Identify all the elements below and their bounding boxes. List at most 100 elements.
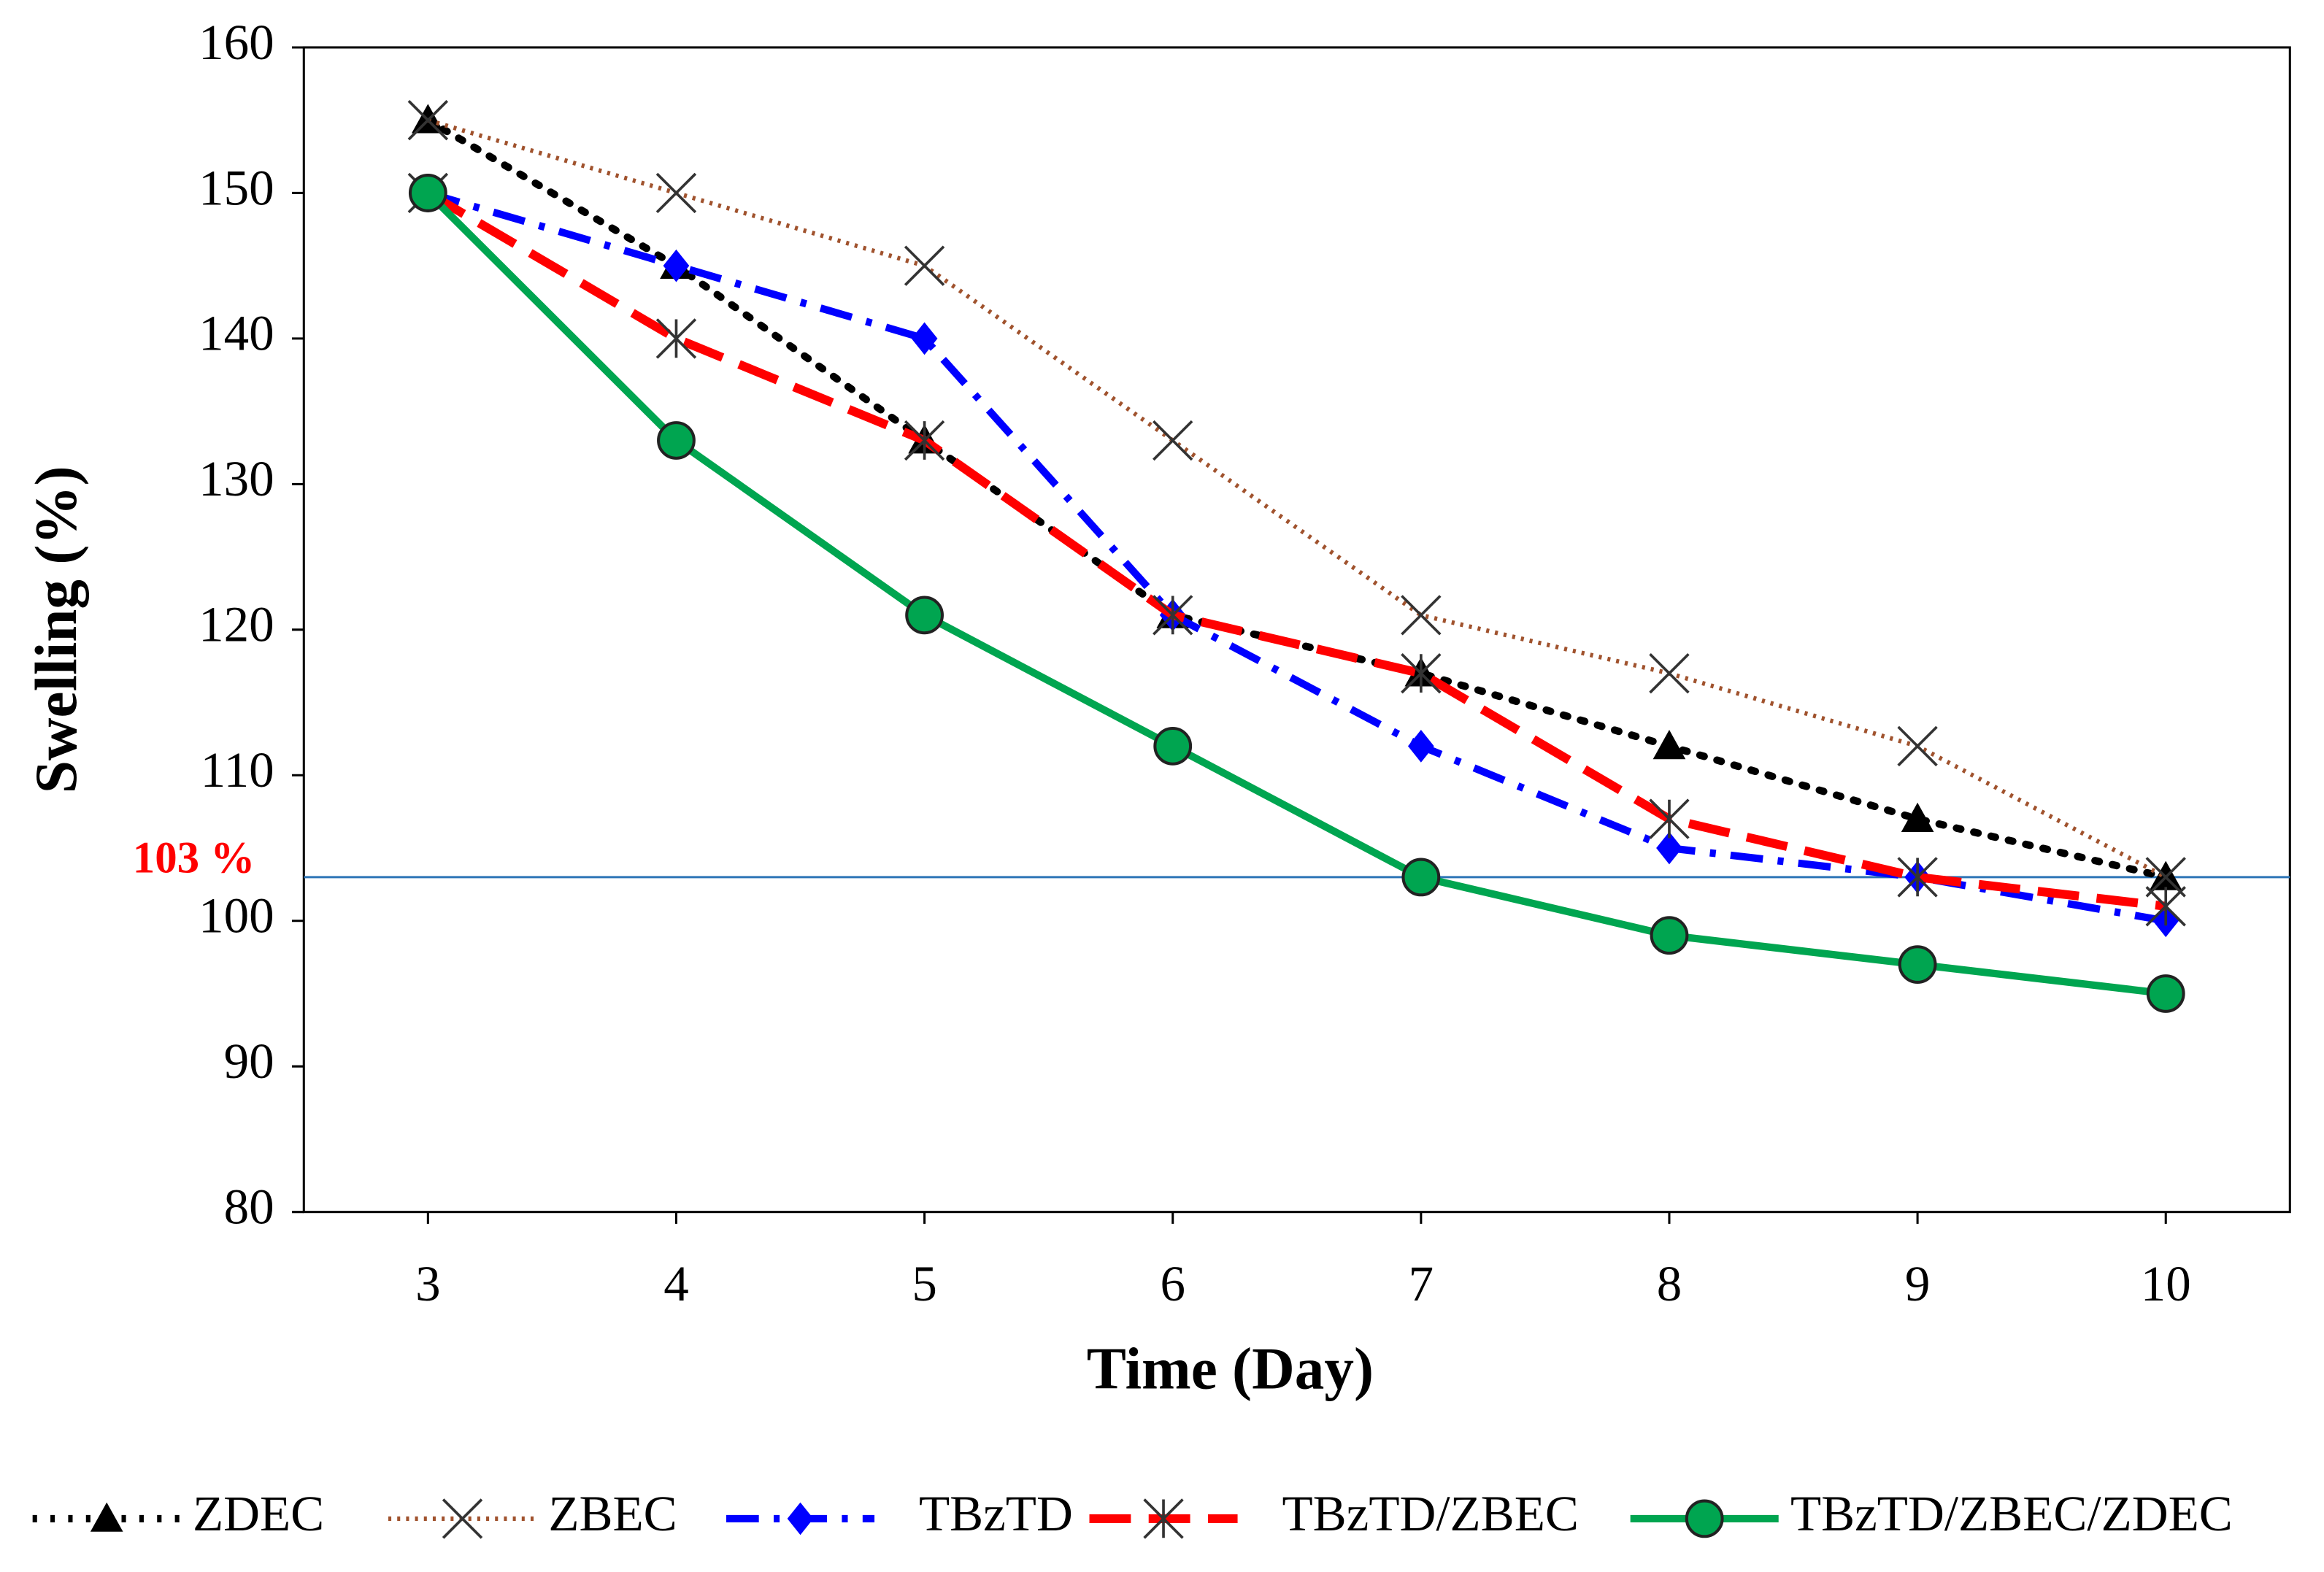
marker-shape xyxy=(2146,974,2185,1013)
marker xyxy=(1650,916,1689,955)
marker xyxy=(1401,858,1441,897)
legend-label: TBzTD xyxy=(919,1485,1073,1541)
y-tick-label: 140 xyxy=(199,305,274,361)
legend-item: TBzTD/ZBEC/ZDEC xyxy=(1630,1485,2233,1541)
reference-label: 103 % xyxy=(133,834,255,883)
y-tick-label: 90 xyxy=(224,1033,274,1089)
y-axis-label: Swelling (%) xyxy=(23,466,89,793)
y-tick-label: 160 xyxy=(199,14,274,70)
marker xyxy=(1649,652,1690,694)
marker-shape xyxy=(1652,730,1686,760)
marker-shape xyxy=(1649,652,1690,694)
marker xyxy=(442,1498,483,1539)
x-axis-label: Time (Day) xyxy=(1087,1336,1374,1402)
marker xyxy=(655,172,697,214)
marker-shape xyxy=(2145,857,2186,898)
marker xyxy=(787,1502,814,1536)
marker xyxy=(1153,595,1193,636)
marker xyxy=(1649,798,1690,839)
marker-shape xyxy=(1656,831,1682,865)
marker xyxy=(904,245,945,286)
y-tick-label: 150 xyxy=(199,159,274,215)
marker-shape xyxy=(657,421,696,460)
marker-shape xyxy=(911,322,938,355)
series-line xyxy=(426,189,2166,911)
marker xyxy=(1901,802,1934,832)
marker xyxy=(1898,945,1937,984)
marker-shape xyxy=(1898,945,1937,984)
series-line xyxy=(425,190,2166,998)
x-tick-label: 5 xyxy=(912,1255,937,1311)
marker xyxy=(1897,857,1938,898)
series-line xyxy=(426,189,2167,925)
marker xyxy=(1401,652,1442,694)
marker-shape xyxy=(1401,858,1441,897)
marker xyxy=(905,596,944,635)
marker xyxy=(2145,857,2186,898)
marker-shape xyxy=(1153,726,1193,766)
marker-shape xyxy=(408,174,447,212)
marker-shape xyxy=(1401,652,1442,694)
marker-shape xyxy=(655,172,697,214)
marker-shape xyxy=(1649,798,1690,839)
legend-item: ZBEC xyxy=(388,1485,677,1541)
marker xyxy=(1407,730,1434,763)
legend-label: ZBEC xyxy=(548,1485,677,1541)
legend-label: TBzTD/ZBEC xyxy=(1282,1485,1578,1541)
marker-shape xyxy=(663,249,690,282)
marker xyxy=(657,421,696,460)
marker-shape xyxy=(1650,916,1689,955)
marker-shape xyxy=(1143,1498,1184,1539)
legend-label: ZDEC xyxy=(193,1485,324,1541)
marker-shape xyxy=(787,1502,814,1536)
marker xyxy=(1401,595,1442,636)
legend-item: TBzTD xyxy=(726,1485,1073,1541)
series-line xyxy=(427,117,2167,879)
marker xyxy=(2145,886,2186,927)
marker-shape xyxy=(442,1498,483,1539)
x-tick-label: 3 xyxy=(415,1255,441,1311)
marker-shape xyxy=(1897,725,1938,767)
marker-shape xyxy=(407,100,449,141)
y-tick-label: 80 xyxy=(224,1179,274,1235)
marker xyxy=(663,249,690,282)
series-line xyxy=(424,116,2170,881)
marker-shape xyxy=(655,318,697,359)
marker xyxy=(1685,1499,1724,1538)
legend-item: ZDEC xyxy=(32,1485,324,1541)
marker-shape xyxy=(1901,802,1934,832)
marker xyxy=(911,322,938,355)
marker-shape xyxy=(1407,730,1434,763)
marker xyxy=(1143,1498,1184,1539)
marker-shape xyxy=(1685,1499,1724,1538)
marker-shape xyxy=(905,596,944,635)
marker xyxy=(408,174,447,212)
marker xyxy=(407,100,449,141)
marker xyxy=(1897,725,1938,767)
marker xyxy=(2146,974,2185,1013)
marker xyxy=(1656,831,1682,865)
marker-shape xyxy=(1153,420,1193,461)
x-tick-label: 8 xyxy=(1657,1255,1682,1311)
marker-shape xyxy=(2145,886,2186,927)
x-tick-label: 9 xyxy=(1905,1255,1931,1311)
marker xyxy=(655,318,697,359)
legend-label: TBzTD/ZBEC/ZDEC xyxy=(1790,1485,2233,1541)
marker-shape xyxy=(90,1502,123,1532)
marker xyxy=(1153,420,1193,461)
x-tick-label: 10 xyxy=(2141,1255,2191,1311)
y-tick-label: 100 xyxy=(199,887,274,944)
marker xyxy=(1652,730,1686,760)
x-tick-label: 4 xyxy=(663,1255,689,1311)
marker-shape xyxy=(1401,595,1442,636)
marker xyxy=(1153,726,1193,766)
marker-shape xyxy=(904,420,945,461)
marker-shape xyxy=(904,245,945,286)
x-tick-label: 7 xyxy=(1409,1255,1434,1311)
legend-item: TBzTD/ZBEC xyxy=(1089,1485,1579,1541)
marker-shape xyxy=(1897,857,1938,898)
x-tick-label: 6 xyxy=(1160,1255,1185,1311)
marker xyxy=(90,1502,123,1532)
